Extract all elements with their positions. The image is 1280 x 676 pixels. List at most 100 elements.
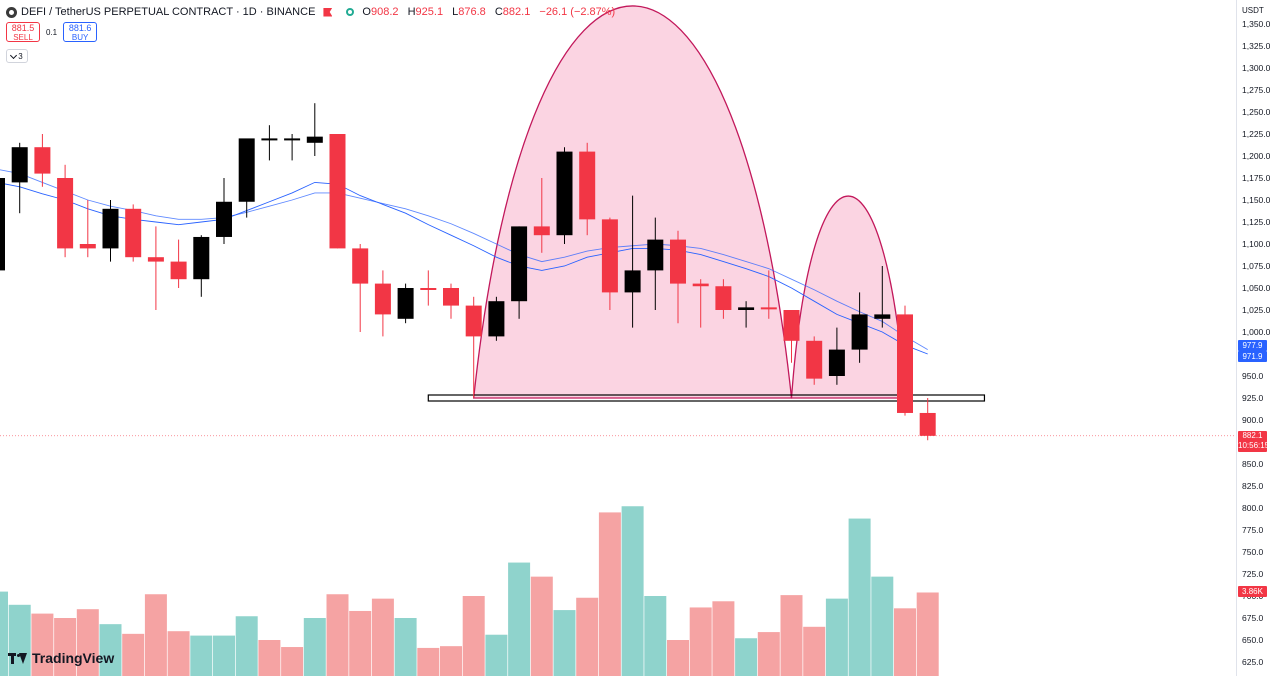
sell-button[interactable]: 881.5 SELL	[6, 22, 40, 42]
candle-body	[443, 288, 459, 306]
candle-body	[556, 151, 573, 236]
volume-bar	[281, 647, 304, 676]
bar-countdown: 10:56:15	[1238, 441, 1270, 450]
candle-body	[579, 151, 596, 220]
y-tick-label: 1,025.0	[1242, 305, 1271, 315]
candle-body	[919, 412, 936, 436]
y-tick-label: 1,325.0	[1242, 41, 1271, 51]
y-tick-label: 1,000.0	[1242, 327, 1271, 337]
candle	[352, 244, 369, 332]
ohlc-values: O908.2 H925.1 L876.8 C882.1 −26.1 (−2.87…	[362, 6, 616, 18]
volume-bar	[349, 610, 372, 676]
volume-bar	[667, 640, 689, 676]
candle	[0, 178, 5, 271]
tradingview-logo-icon	[8, 652, 28, 664]
volume-bar	[122, 633, 145, 676]
candle	[329, 134, 346, 249]
indicators-toggle[interactable]: 3	[6, 49, 28, 63]
candle	[79, 200, 96, 258]
candle-body	[624, 270, 641, 293]
candle	[397, 283, 414, 324]
moving-averages	[0, 169, 928, 355]
candle	[420, 270, 437, 306]
candle-body	[57, 178, 74, 249]
volume-bar	[894, 608, 916, 676]
candle	[828, 327, 845, 385]
y-tick-label: 1,150.0	[1242, 195, 1271, 205]
y-tick-label: 775.0	[1242, 525, 1264, 535]
volume-bar	[508, 562, 531, 676]
y-tick-label: 1,200.0	[1242, 151, 1271, 161]
candle-body	[783, 310, 800, 341]
volume-bar	[326, 594, 349, 676]
volume-bar	[144, 594, 167, 676]
trade-buttons: 881.5 SELL 0.1 881.6 BUY	[6, 22, 98, 42]
market-status-icon[interactable]	[346, 8, 355, 16]
currency-label[interactable]: USDT	[1242, 6, 1264, 15]
price-axis[interactable]: 1,350.0 1,325.0 1,300.0 1,275.0 1,250.0 1,225…	[1242, 19, 1271, 667]
y-tick-label: 625.0	[1242, 657, 1264, 667]
candle-body	[420, 288, 437, 290]
volume-bar	[462, 596, 485, 676]
candle	[647, 217, 664, 310]
candle	[851, 292, 868, 363]
candles	[0, 103, 936, 441]
candle	[533, 178, 550, 253]
candle-body	[216, 201, 232, 237]
y-tick-label: 1,175.0	[1242, 173, 1271, 183]
volume-bar	[848, 518, 871, 676]
symbol-logo-icon	[6, 6, 17, 18]
candle	[601, 217, 618, 310]
support-box	[427, 394, 986, 402]
volume-bar	[417, 647, 440, 676]
y-tick-label: 750.0	[1242, 547, 1264, 557]
candle-body	[170, 261, 187, 280]
volume-bar	[371, 598, 394, 676]
volume-bar	[825, 598, 848, 676]
volume-bar	[76, 609, 99, 676]
candle	[579, 142, 596, 236]
buy-button[interactable]: 881.6 BUY	[63, 22, 98, 42]
candle-body	[306, 136, 323, 143]
candle-body	[329, 134, 346, 249]
volume-bar	[644, 596, 667, 676]
candle-body	[79, 244, 96, 249]
y-tick-label: 1,275.0	[1242, 85, 1271, 95]
tradingview-logo[interactable]: TradingView	[8, 650, 114, 666]
candle	[670, 230, 686, 324]
y-tick-label: 800.0	[1242, 503, 1264, 513]
candle	[465, 296, 482, 398]
y-tick-label: 1,225.0	[1242, 129, 1271, 139]
candle	[692, 279, 709, 328]
volume-bar	[621, 506, 644, 676]
chevron-down-icon	[10, 51, 18, 59]
volume-bar	[598, 512, 621, 676]
candle-body	[874, 314, 891, 319]
y-tick-label: 1,075.0	[1242, 261, 1271, 271]
candle-body	[692, 283, 709, 287]
volume-bar	[31, 613, 54, 676]
candle	[306, 103, 323, 156]
volume-bar	[99, 624, 122, 676]
candle-body	[261, 138, 278, 141]
flag-icon[interactable]	[323, 7, 333, 17]
candle	[783, 310, 800, 363]
candle	[806, 336, 823, 385]
candle	[488, 296, 505, 341]
symbol-title[interactable]: DEFI / TetherUS PERPETUAL CONTRACT · 1D …	[21, 6, 316, 18]
candle-body	[125, 208, 142, 258]
candle-body	[897, 314, 913, 413]
candle-body	[511, 226, 528, 302]
volume-bar	[54, 618, 77, 676]
candle	[57, 164, 74, 258]
y-tick-label: 1,350.0	[1242, 19, 1271, 29]
candle-body	[601, 219, 618, 293]
volume-bar	[916, 592, 939, 676]
candle-body	[34, 147, 51, 174]
volume-bar	[258, 640, 281, 676]
candle	[34, 134, 51, 187]
volume-bar	[553, 610, 576, 676]
y-tick-label: 725.0	[1242, 569, 1264, 579]
candle-body	[738, 307, 755, 310]
